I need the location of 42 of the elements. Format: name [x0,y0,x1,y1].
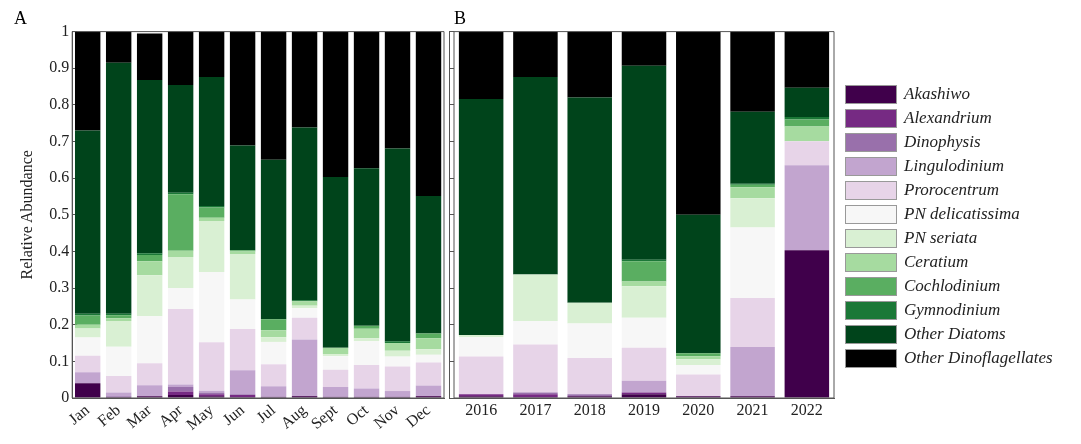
y-tick-label: 0 [61,388,70,406]
chart-title: A [14,7,27,28]
x-tick-label: Mar [122,400,155,431]
x-tick-label: 2022 [790,400,823,418]
y-tick-label: 1 [61,21,70,39]
x-tick-label: Jul [253,400,279,426]
x-tick-label: Feb [94,400,124,430]
legend-label: Other Diatoms [904,324,1006,344]
y-tick-label: 0.7 [49,131,70,149]
y-tick-label: 0.5 [49,205,70,222]
x-tick-label: Nov [370,400,403,432]
chart-title: B [454,7,467,28]
x-tick-label: Jun [219,400,248,429]
x-tick-label: Oct [342,400,372,429]
legend-label: Alexandrium [904,108,992,128]
x-tick-label: 2021 [736,400,769,418]
x-tick-label: 2017 [519,400,552,418]
x-tick-label: 2019 [628,400,660,418]
y-tick-label: 0.6 [49,168,70,186]
y-tick-label: 0.8 [49,95,70,113]
x-tick-label: 2016 [465,400,498,418]
y-tick-label: 0.1 [49,351,70,369]
y-tick-label: 0.2 [49,314,70,332]
legend-label: Ceratium [904,252,969,272]
legend-label: Akashiwo [904,84,971,104]
x-tick-label: 2020 [682,400,715,418]
legend-label: Dinophysis [904,132,981,152]
legend-label: Lingulodinium [904,156,1005,176]
legend-label: PN seriata [904,228,978,248]
x-tick-label: Aug [277,400,310,433]
x-tick-label: 2018 [573,400,606,418]
y-axis-title: Relative Abundance [17,150,35,280]
y-tick-label: 0.4 [49,241,70,259]
legend-label: Gymnodinium [904,300,1001,320]
y-tick-label: 0.3 [49,278,70,296]
legend-label: Cochlodinium [904,276,1001,296]
y-tick-label: 0.9 [49,58,70,76]
legend-label: PN delicatissima [904,204,1020,224]
x-tick-label: Dec [402,400,434,431]
legend-label: Other Dinoflagellates [904,348,1053,368]
legend-label: Prorocentrum [904,180,1000,200]
x-tick-label: Sept [307,400,342,433]
